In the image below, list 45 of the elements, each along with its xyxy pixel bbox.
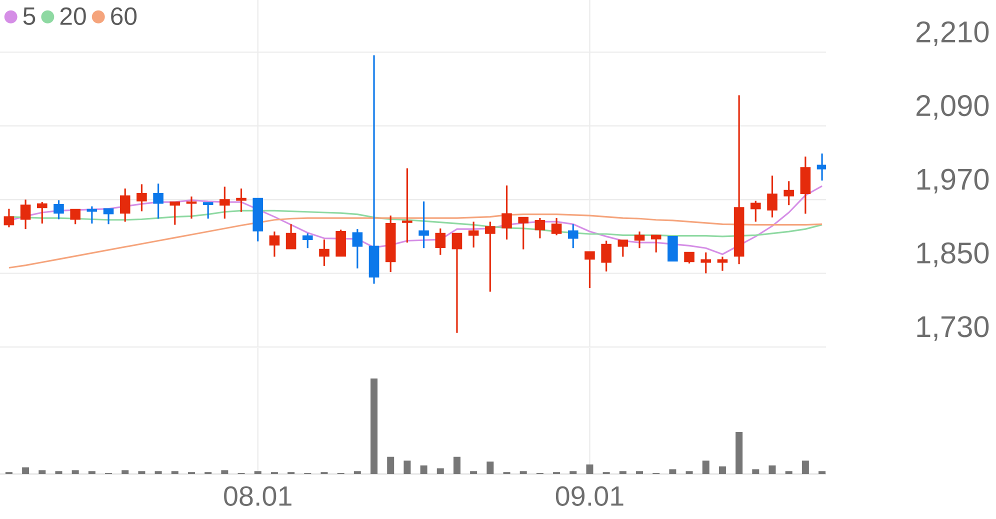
bar (470, 471, 478, 474)
bar (122, 470, 129, 474)
bar (802, 460, 809, 474)
x-tick-label: 09.01 (556, 486, 624, 506)
bar (22, 467, 30, 474)
bar (72, 470, 79, 474)
bar (436, 468, 444, 474)
bar (702, 460, 710, 474)
bar (636, 471, 644, 474)
bar (154, 471, 162, 474)
bar (370, 378, 378, 474)
y-tick-label: 2,210 (916, 21, 989, 46)
bar (619, 471, 626, 474)
legend-label: 20 (60, 7, 86, 26)
y-tick-label: 1,730 (917, 316, 989, 341)
y-tick-label: 2,090 (916, 95, 989, 120)
bar (486, 462, 494, 474)
bar (752, 469, 760, 474)
y-tick-label: 1,970 (917, 168, 989, 194)
bar (221, 470, 228, 474)
bar (768, 465, 776, 474)
bar (420, 465, 428, 474)
y-tick-label: 1,850 (917, 242, 989, 268)
bar (818, 471, 826, 474)
bar (669, 469, 676, 474)
bar (520, 471, 527, 474)
bar (38, 470, 46, 474)
legend-label: 5 (23, 8, 36, 25)
bar (570, 471, 577, 474)
bar (686, 471, 693, 474)
bar (254, 471, 262, 474)
bar (736, 432, 743, 474)
bar (718, 466, 726, 474)
bar (88, 471, 96, 474)
bar (138, 471, 146, 474)
legend-label: 60 (111, 7, 137, 26)
bar (55, 471, 62, 474)
bar (453, 456, 460, 474)
bar (387, 456, 394, 474)
bar (785, 471, 792, 474)
bar (354, 471, 361, 474)
bar (404, 460, 411, 474)
bar (171, 471, 178, 474)
bar (586, 464, 594, 474)
x-tick-label: 08.01 (224, 486, 292, 506)
